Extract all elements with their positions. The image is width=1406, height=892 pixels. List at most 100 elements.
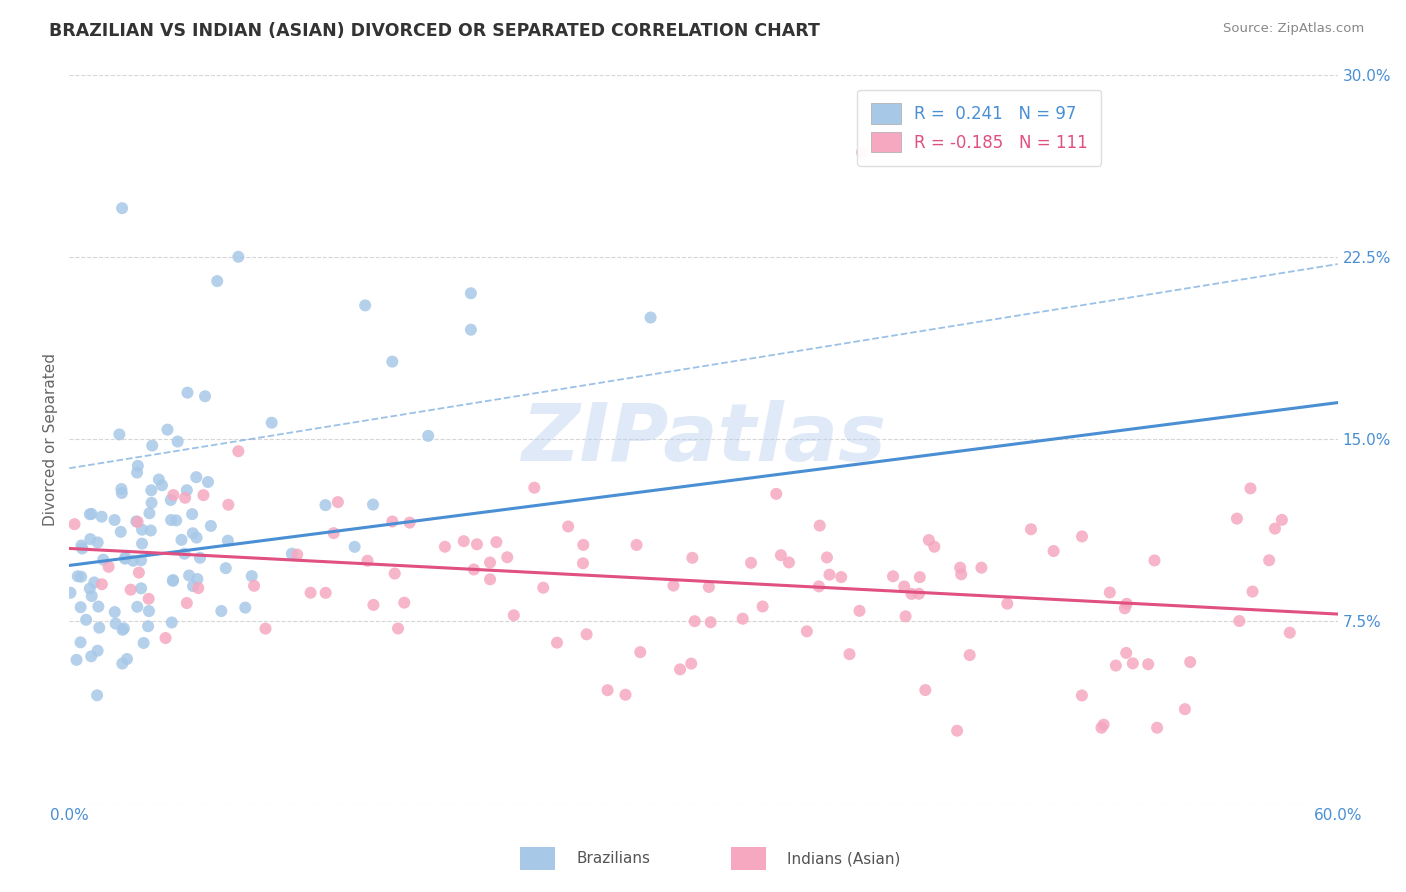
Point [200, 519, 222, 533]
Point [111, 201, 134, 215]
Point [384, 566, 406, 581]
Point [681, 550, 703, 565]
Point [523, 481, 546, 495]
Point [141, 496, 163, 510]
Point [315, 586, 337, 600]
Point [114, 551, 136, 566]
Point [463, 562, 485, 576]
Point [86, 535, 108, 549]
Point [162, 488, 184, 502]
Point [128, 566, 150, 580]
Point [669, 662, 692, 676]
Point [141, 483, 163, 498]
Point [946, 723, 969, 738]
Point [125, 466, 148, 480]
Point [418, 429, 440, 443]
Point [217, 533, 239, 548]
Point [197, 475, 219, 489]
Point [209, 604, 232, 618]
Point [115, 652, 138, 666]
Point [1264, 522, 1286, 536]
Point [173, 547, 195, 561]
Point [170, 533, 193, 547]
Point [156, 423, 179, 437]
Point [1146, 721, 1168, 735]
Point [697, 580, 720, 594]
Point [90, 509, 112, 524]
Point [148, 473, 170, 487]
Point [1092, 717, 1115, 731]
Point [138, 591, 160, 606]
Point [187, 581, 209, 595]
Point [136, 619, 159, 633]
Point [1137, 657, 1160, 672]
Point [681, 657, 703, 671]
Point [699, 615, 721, 630]
Point [281, 547, 304, 561]
Point [1019, 522, 1042, 536]
Point [132, 636, 155, 650]
Point [314, 498, 336, 512]
Point [1239, 482, 1261, 496]
Point [160, 513, 183, 527]
Point [1241, 584, 1264, 599]
Point [186, 470, 208, 484]
Point [188, 550, 211, 565]
Point [150, 478, 173, 492]
Point [70, 570, 93, 584]
Point [363, 598, 385, 612]
Point [765, 487, 787, 501]
Point [181, 526, 204, 541]
Point [356, 554, 378, 568]
Point [1042, 544, 1064, 558]
Point [176, 483, 198, 498]
Point [83, 575, 105, 590]
Point [103, 513, 125, 527]
Point [80, 507, 103, 521]
Point [398, 516, 420, 530]
Point [72, 541, 94, 556]
Point [970, 560, 993, 574]
Point [343, 540, 366, 554]
Point [479, 572, 502, 586]
Point [127, 599, 149, 614]
Point [496, 550, 519, 565]
Point [186, 531, 208, 545]
Point [131, 523, 153, 537]
Point [299, 585, 322, 599]
Point [228, 444, 250, 458]
Point [1105, 658, 1128, 673]
Point [949, 560, 972, 574]
Point [166, 434, 188, 449]
Point [110, 524, 132, 539]
Point [751, 599, 773, 614]
Point [79, 532, 101, 546]
Point [572, 538, 595, 552]
Point [120, 582, 142, 597]
Point [387, 622, 409, 636]
Point [122, 554, 145, 568]
Point [129, 553, 152, 567]
Point [127, 458, 149, 473]
Y-axis label: Divorced or Separated: Divorced or Separated [44, 352, 58, 525]
Point [79, 582, 101, 596]
Point [394, 596, 416, 610]
Point [460, 286, 482, 301]
Point [80, 649, 103, 664]
Point [260, 416, 283, 430]
Point [233, 600, 256, 615]
Point [66, 569, 89, 583]
Point [1115, 597, 1137, 611]
Point [70, 539, 93, 553]
Point [90, 577, 112, 591]
Point [69, 635, 91, 649]
Point [59, 585, 82, 599]
Point [485, 535, 508, 549]
Point [139, 524, 162, 538]
Point [104, 616, 127, 631]
Point [838, 647, 860, 661]
Point [1115, 646, 1137, 660]
Point [640, 310, 662, 325]
Point [807, 579, 830, 593]
Point [959, 648, 981, 662]
